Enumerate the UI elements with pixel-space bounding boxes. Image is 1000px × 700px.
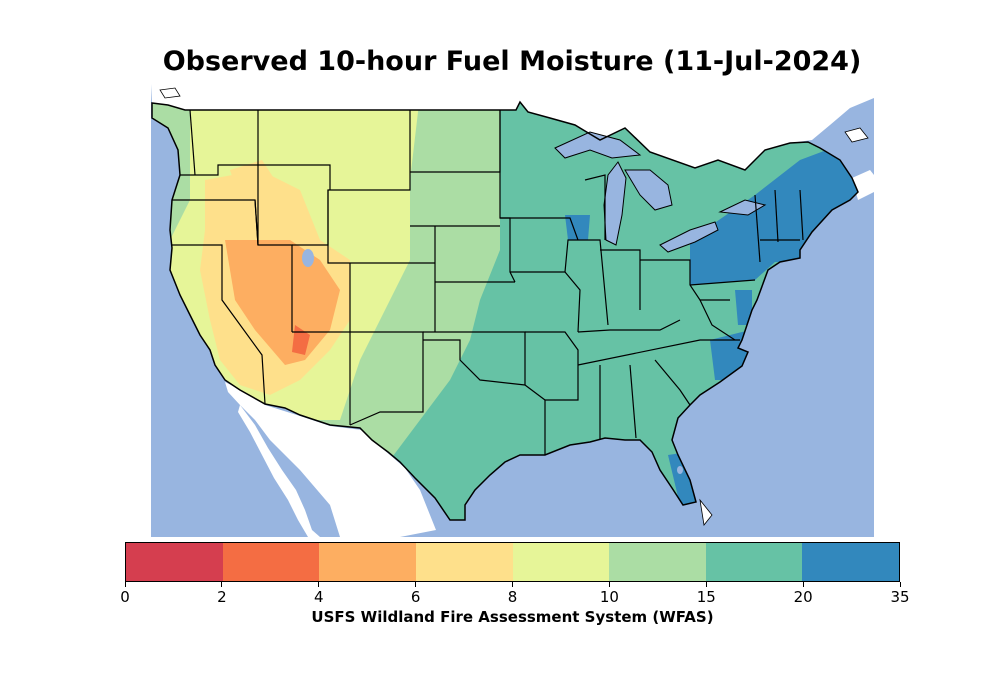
state-borders [172,109,804,455]
colorbar-tick-mark [802,582,804,587]
colorbar-segment [512,543,610,581]
great-salt-lake [302,249,314,267]
colorbar-tick-label: 6 [410,588,421,606]
colorbar-tick-label: 10 [599,588,619,606]
colorbar-tick-mark [318,582,320,587]
colorbar-tick-label: 15 [696,588,716,606]
canada-land [151,84,874,170]
map-title: Observed 10-hour Fuel Moisture (11-Jul-2… [162,46,862,77]
colorbar-segment [609,543,706,581]
colorbar-tick-mark [415,582,417,587]
colorbar-tick-mark [608,582,610,587]
colorbar-tick-label: 35 [890,588,910,606]
colorbar-segment [705,543,803,581]
colorbar-segment [126,543,223,581]
colorbar-tick-mark [124,582,126,587]
colorbar-tick-mark [221,582,223,587]
lake-okeechobee [677,466,683,474]
colorbar-segment [319,543,416,581]
colorbar-tick-mark [705,582,707,587]
colorbar-tick-mark [512,582,513,587]
colorbar-label: USFS Wildland Fire Assessment System (WF… [311,608,714,626]
colorbar-tick-label: 20 [793,588,813,606]
colorbar-tick-mark [899,582,901,587]
colorbar [125,542,900,582]
colorbar-tick-label: 2 [217,588,227,606]
colorbar-segment [802,543,899,581]
fuel-moisture-map [151,84,874,537]
colorbar-segment [415,543,513,581]
coastal-islands [159,87,869,526]
colorbar-segment [222,543,320,581]
baja-peninsula [238,405,320,537]
colorbar-tick-label: 4 [313,588,324,606]
colorbar-tick-label: 0 [120,588,130,606]
colorbar-tick-label: 8 [507,588,518,606]
great-lakes [554,131,767,253]
mexico-land [225,382,436,537]
